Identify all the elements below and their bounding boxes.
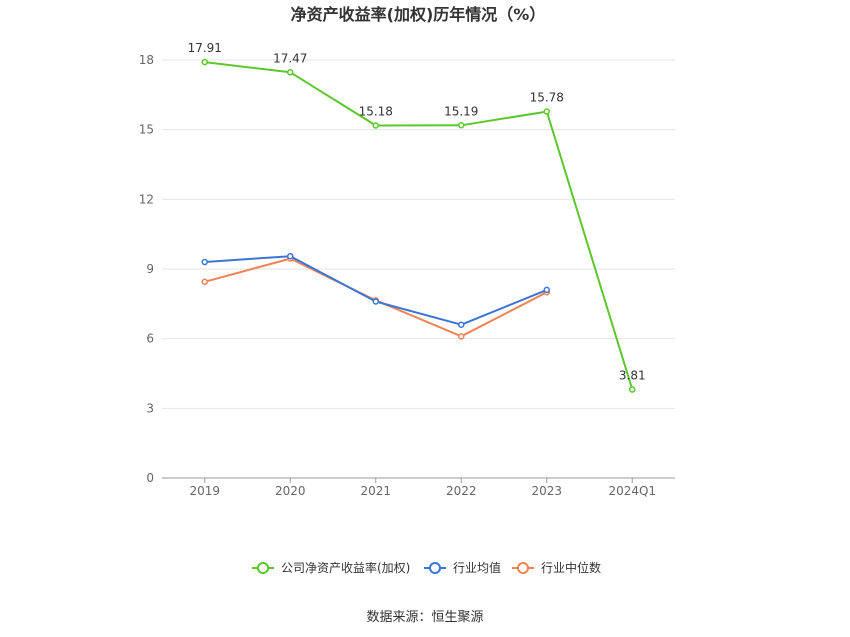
y-tick-label: 0 <box>146 471 154 485</box>
legend-swatch-marker <box>429 562 441 574</box>
y-tick-label: 15 <box>139 123 154 137</box>
y-tick-label: 18 <box>139 53 154 67</box>
data-label: 15.78 <box>530 91 564 105</box>
series-layer: 17.91 17.47 15.18 15.19 15.78 3.81 <box>188 41 646 393</box>
grid <box>162 59 675 409</box>
y-tick-label: 6 <box>146 332 154 346</box>
legend-item-2[interactable]: 行业中位数 <box>512 560 601 575</box>
legend-item-0[interactable]: 公司净资产收益率(加权) <box>252 560 410 575</box>
y-tick-label: 3 <box>146 401 154 415</box>
series-2 <box>201 255 550 340</box>
data-point[interactable] <box>458 333 465 340</box>
data-point[interactable] <box>543 286 550 294</box>
data-point[interactable] <box>201 278 208 286</box>
data-point[interactable] <box>287 69 294 76</box>
x-tick-label: 2019 <box>189 484 220 498</box>
chart-title: 净资产收益率(加权)历年情况（%） <box>291 5 546 24</box>
series-1 <box>201 252 550 328</box>
y-axis: 0 3 6 9 12 15 18 <box>139 53 154 485</box>
data-point[interactable] <box>201 58 208 66</box>
legend-item-1[interactable]: 行业均值 <box>424 560 501 575</box>
x-tick-label: 2024Q1 <box>608 484 656 498</box>
x-axis: 2019 2020 2021 2022 2023 2024Q1 <box>162 477 675 498</box>
legend-label: 公司净资产收益率(加权) <box>281 560 410 575</box>
legend-swatch-marker <box>517 562 529 574</box>
data-point[interactable] <box>372 298 379 305</box>
data-point[interactable] <box>458 321 465 328</box>
data-point[interactable] <box>287 252 294 260</box>
series-line <box>204 61 634 390</box>
data-point[interactable] <box>458 122 465 129</box>
x-tick-label: 2023 <box>531 484 562 498</box>
data-label: 15.18 <box>359 104 393 118</box>
data-point[interactable] <box>372 122 379 129</box>
y-tick-label: 9 <box>146 262 154 276</box>
data-point[interactable] <box>629 386 636 393</box>
x-tick-label: 2022 <box>446 484 477 498</box>
legend-label: 行业中位数 <box>541 560 601 575</box>
data-label: 17.47 <box>273 51 307 65</box>
x-tick-label: 2021 <box>360 484 391 498</box>
legend: 公司净资产收益率(加权) 行业均值 行业中位数 <box>252 560 601 575</box>
series-0: 17.91 17.47 15.18 15.19 15.78 3.81 <box>188 41 646 393</box>
y-tick-label: 12 <box>139 192 154 206</box>
data-label: 3.81 <box>619 369 646 383</box>
source-note: 数据来源：恒生聚源 <box>366 610 483 625</box>
data-point[interactable] <box>201 258 208 266</box>
data-label: 17.91 <box>188 41 222 55</box>
data-point[interactable] <box>543 108 550 115</box>
legend-swatch-marker <box>257 562 269 574</box>
series-line <box>204 255 548 326</box>
legend-label: 行业均值 <box>453 560 501 575</box>
x-tick-label: 2020 <box>275 484 306 498</box>
data-label: 15.19 <box>444 104 478 118</box>
